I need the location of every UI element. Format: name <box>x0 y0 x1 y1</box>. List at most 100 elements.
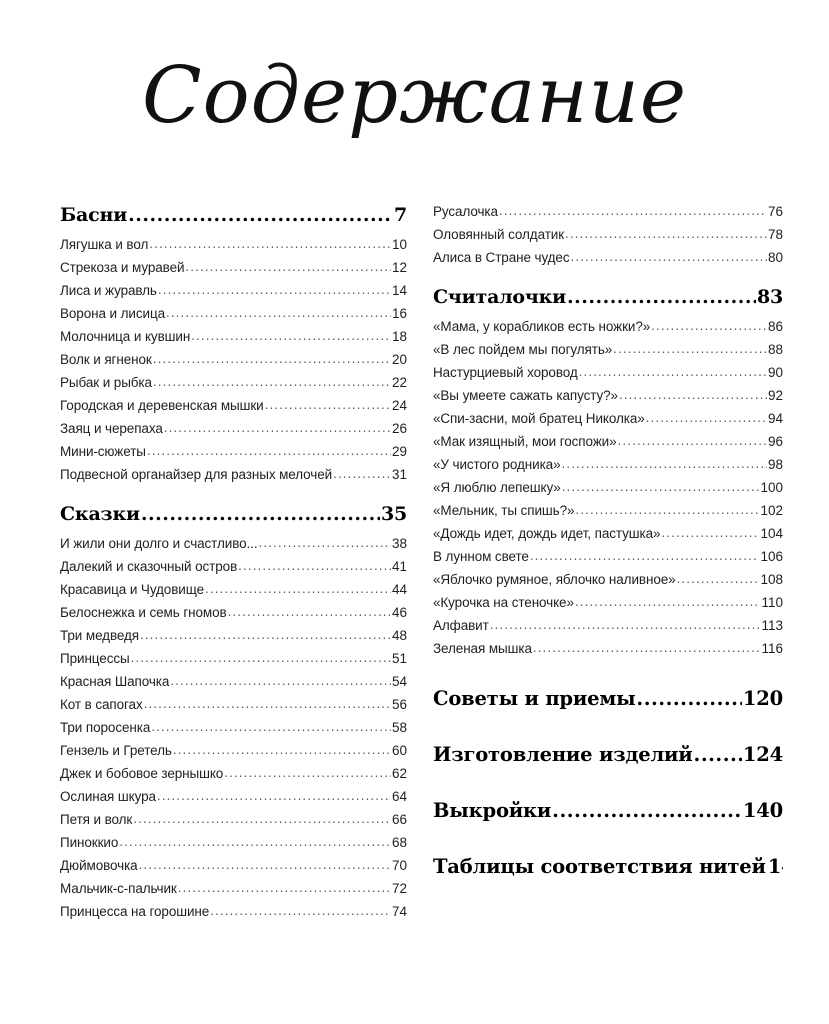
toc-entry-row[interactable]: Принцесса на горошине...................… <box>60 900 407 923</box>
toc-page-number: 20 <box>391 352 407 367</box>
toc-page-number: 113 <box>761 618 783 633</box>
toc-section-row[interactable]: Басни...................................… <box>60 200 407 230</box>
toc-entry-row[interactable]: Заяц и черепаха.........................… <box>60 417 407 440</box>
toc-entry-label: Алфавит <box>433 618 489 633</box>
toc-entry-row[interactable]: Гензель и Гретель.......................… <box>60 739 407 762</box>
toc-leader-dots: ........................................… <box>149 236 391 251</box>
toc-entry-label: «Мельник, ты спишь?» <box>433 503 575 518</box>
toc-section-row[interactable]: Сказки..................................… <box>60 499 407 529</box>
toc-entry-row[interactable]: Ослиная шкура...........................… <box>60 785 407 808</box>
toc-page-number: 140 <box>742 799 783 822</box>
toc-entry-row[interactable]: Принцессы...............................… <box>60 647 407 670</box>
toc-entry-label: «Вы умеете сажать капусту?» <box>433 388 618 403</box>
toc-entry-row[interactable]: Городская и деревенская мышки...........… <box>60 394 407 417</box>
toc-entry-row[interactable]: «Спи-засни, мой братец Николка».........… <box>433 407 783 430</box>
toc-section-row[interactable]: Выкройки................................… <box>433 794 783 828</box>
toc-entry-row[interactable]: Далекий и сказочный остров..............… <box>60 555 407 578</box>
toc-section-row[interactable]: Таблицы соответствия нитей..............… <box>433 850 783 884</box>
toc-entry-row[interactable]: Пиноккио................................… <box>60 831 407 854</box>
toc-entry-row[interactable]: Красная Шапочка.........................… <box>60 670 407 693</box>
toc-entry-row[interactable]: Молочница и кувшин......................… <box>60 325 407 348</box>
toc-page-number: 70 <box>391 858 407 873</box>
toc-entry-row[interactable]: Дюймовочка..............................… <box>60 854 407 877</box>
toc-entry-row[interactable]: «Мама, у корабликов есть ножки?»........… <box>433 315 783 338</box>
toc-entry-label: «Яблочко румяное, яблочко наливное» <box>433 572 676 587</box>
toc-entry-row[interactable]: «Вы умеете сажать капусту?».............… <box>433 384 783 407</box>
toc-page-number: 116 <box>761 641 783 656</box>
toc-page-number: 62 <box>391 766 407 781</box>
toc-leader-dots: ........................................… <box>618 387 767 402</box>
toc-entry-row[interactable]: Алфавит.................................… <box>433 614 783 637</box>
toc-entry-label: Красная Шапочка <box>60 674 170 689</box>
toc-leader-dots: ........................................… <box>139 627 391 642</box>
toc-entry-row[interactable]: В лунном свете..........................… <box>433 545 783 568</box>
toc-entry-label: Джек и бобовое зернышко <box>60 766 224 781</box>
toc-section-row[interactable]: Советы и приемы.........................… <box>433 682 783 716</box>
toc-section-row[interactable]: Изготовление изделий....................… <box>433 738 783 772</box>
toc-entry-label: Стрекоза и муравей <box>60 260 185 275</box>
toc-entry-label: Волк и ягненок <box>60 352 152 367</box>
toc-page-number: 94 <box>767 411 783 426</box>
toc-leader-dots: ........................................… <box>143 696 391 711</box>
toc-section-row[interactable]: Считалочки..............................… <box>433 282 783 312</box>
toc-page-number: 31 <box>391 467 407 482</box>
toc-page-number: 58 <box>391 720 407 735</box>
toc-leader-dots: ........................................… <box>185 259 391 274</box>
toc-entry-row[interactable]: Кот в сапогах...........................… <box>60 693 407 716</box>
toc-entry-row[interactable]: Лягушка и вол...........................… <box>60 233 407 256</box>
toc-leader-dots: ........................................… <box>177 880 391 895</box>
toc-page-number: 51 <box>391 651 407 666</box>
toc-entry-row[interactable]: Волк и ягненок..........................… <box>60 348 407 371</box>
toc-page-number: 98 <box>767 457 783 472</box>
toc-entry-label: Оловянный солдатик <box>433 227 565 242</box>
toc-entry-row[interactable]: «Я люблю лепешку».......................… <box>433 476 783 499</box>
toc-section-label: Выкройки <box>433 799 552 822</box>
toc-entry-row[interactable]: Настурциевый хоровод....................… <box>433 361 783 384</box>
toc-page-number: 46 <box>391 605 407 620</box>
toc-page-number: 22 <box>391 375 407 390</box>
toc-leader-dots: ........................................… <box>170 673 391 688</box>
toc-leader-dots: ........................................… <box>165 305 391 320</box>
toc-entry-row[interactable]: Мини-сюжеты.............................… <box>60 440 407 463</box>
toc-entry-row[interactable]: «Мельник, ты спишь?»....................… <box>433 499 783 522</box>
toc-entry-row[interactable]: Зеленая мышка...........................… <box>433 637 783 660</box>
toc-entry-row[interactable]: Русалочка...............................… <box>433 200 783 223</box>
toc-entry-label: Мальчик-с-пальчик <box>60 881 177 896</box>
toc-entry-row[interactable]: Мальчик-с-пальчик.......................… <box>60 877 407 900</box>
toc-entry-row[interactable]: «У чистого родника».....................… <box>433 453 783 476</box>
toc-entry-row[interactable]: Джек и бобовое зернышко.................… <box>60 762 407 785</box>
toc-entry-label: Заяц и черепаха <box>60 421 163 436</box>
toc-entry-row[interactable]: Ворона и лисица.........................… <box>60 302 407 325</box>
toc-leader-dots: ........................................… <box>567 286 756 308</box>
toc-page-number: 78 <box>767 227 783 242</box>
toc-entry-row[interactable]: Красавица и Чудовище....................… <box>60 578 407 601</box>
toc-entry-row[interactable]: «Дождь идет, дождь идет, пастушка»......… <box>433 522 783 545</box>
toc-entry-row[interactable]: Оловянный солдатик......................… <box>433 223 783 246</box>
toc-entry-row[interactable]: Подвесной органайзер для разных мелочей.… <box>60 463 407 486</box>
toc-leader-dots: ........................................… <box>676 571 760 586</box>
toc-entry-row[interactable]: «Мак изящный, мои госпожи»..............… <box>433 430 783 453</box>
toc-page-number: 64 <box>391 789 407 804</box>
toc-entry-row[interactable]: Три поросенка...........................… <box>60 716 407 739</box>
toc-page-number: 86 <box>767 319 783 334</box>
toc-entry-row[interactable]: И жили они долго и счастливо............… <box>60 532 407 555</box>
toc-entry-row[interactable]: «Яблочко румяное, яблочко наливное».....… <box>433 568 783 591</box>
toc-page-number: 110 <box>761 595 783 610</box>
toc-leader-dots: ........................................… <box>138 857 391 872</box>
toc-page-number: 26 <box>391 421 407 436</box>
toc-entry-row[interactable]: Петя и волк.............................… <box>60 808 407 831</box>
toc-entry-row[interactable]: Рыбак и рыбка...........................… <box>60 371 407 394</box>
toc-entry-row[interactable]: Алиса в Стране чудес....................… <box>433 246 783 269</box>
toc-leader-dots: ........................................… <box>565 226 767 241</box>
toc-entry-label: Зеленая мышка <box>433 641 532 656</box>
toc-entry-row[interactable]: «Курочка на стеночке»...................… <box>433 591 783 614</box>
toc-entry-row[interactable]: Лиса и журавль..........................… <box>60 279 407 302</box>
toc-entry-row[interactable]: «В лес пойдем мы погулять»..............… <box>433 338 783 361</box>
toc-leader-dots: ........................................… <box>561 479 760 494</box>
toc-entry-row[interactable]: Стрекоза и муравей......................… <box>60 256 407 279</box>
toc-leader-dots: ........................................… <box>264 397 391 412</box>
toc-entry-row[interactable]: Белоснежка и семь гномов................… <box>60 601 407 624</box>
toc-leader-dots: ........................................… <box>238 558 391 573</box>
toc-entry-row[interactable]: Три медведя.............................… <box>60 624 407 647</box>
toc-leader-dots: ........................................… <box>613 341 767 356</box>
